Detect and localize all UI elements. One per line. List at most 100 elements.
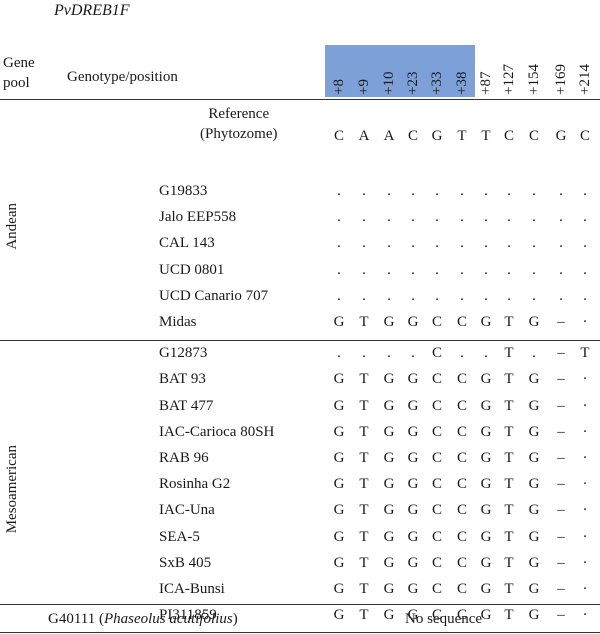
genotype-base: .: [337, 287, 341, 304]
genotype-base: G: [528, 528, 540, 545]
genotype-base: ·: [582, 528, 588, 545]
genotype-base: .: [460, 345, 464, 362]
genotype-base: .: [460, 287, 464, 304]
genotype-base: –: [557, 607, 565, 624]
genotype-base: .: [337, 235, 341, 252]
reference-base: C: [579, 128, 590, 144]
genotype-base: T: [359, 528, 369, 545]
genotype-base: –: [557, 345, 565, 362]
genotype-base: G: [528, 607, 540, 624]
genotype-base: T: [504, 345, 514, 362]
group-divider: [0, 340, 600, 342]
genotype-base: G: [383, 554, 395, 571]
genotype-base: .: [532, 345, 536, 362]
genotype-base: G: [480, 371, 492, 388]
genotype-base: ·: [582, 450, 588, 466]
genotype-base: .: [387, 209, 391, 226]
genotype-base: .: [362, 261, 366, 278]
reference-base: C: [528, 128, 539, 144]
genotype-base: C: [431, 554, 442, 571]
genotype-name: SEA-5: [159, 528, 200, 545]
genotype-base: G: [383, 423, 395, 440]
genotype-base: .: [559, 235, 563, 252]
genotype-base: .: [460, 183, 464, 199]
genotype-base: T: [504, 607, 514, 624]
reference-base: T: [481, 128, 491, 144]
genotype-base: T: [504, 528, 514, 545]
genotype-base: .: [337, 345, 341, 362]
genotype-base: G: [383, 314, 395, 330]
genotype-base: G: [480, 450, 492, 466]
genotype-base: T: [580, 345, 590, 362]
genotype-base: .: [484, 235, 488, 252]
genotype-base: T: [359, 502, 369, 519]
genotype-base: C: [431, 502, 442, 519]
genotype-base: T: [504, 554, 514, 571]
genotype-position-header: Genotype/position: [67, 69, 178, 85]
genotype-base: .: [532, 261, 536, 278]
gene-pool-header-line1: Gene: [3, 55, 35, 71]
reference-label-line2: (Phytozome): [200, 126, 278, 142]
genotype-base: C: [431, 397, 442, 414]
genotype-base: ·: [582, 607, 588, 624]
genotype-base: C: [456, 502, 467, 519]
genotype-base: .: [362, 235, 366, 252]
genotype-base: .: [435, 209, 439, 226]
genotype-base: G: [407, 397, 419, 414]
genotype-base: G: [407, 581, 419, 597]
genotype-base: C: [456, 554, 467, 571]
genotype-base: .: [559, 287, 563, 304]
genotype-base: .: [460, 235, 464, 252]
genotype-base: T: [359, 581, 369, 597]
gene-pool-label: Mesoamerican: [4, 445, 20, 534]
genotype-base: T: [359, 314, 369, 330]
genotype-base: .: [435, 261, 439, 278]
genotype-base: C: [456, 450, 467, 466]
genotype-base: G: [528, 554, 540, 571]
genotype-base: G: [383, 397, 395, 414]
gene-pool-header: Gene pool: [3, 53, 35, 93]
genotype-base: ·: [582, 397, 588, 414]
genotype-base: G: [333, 397, 345, 414]
genotype-base: C: [431, 371, 442, 388]
genotype-base: T: [504, 423, 514, 440]
outgroup-genotype: G40111 (Phaseolus acutifolius): [48, 611, 238, 627]
genotype-base: C: [431, 314, 442, 330]
genotype-base: .: [387, 345, 391, 362]
genotype-base: G: [407, 314, 419, 330]
genotype-base: G: [528, 450, 540, 466]
genotype-base: –: [557, 423, 565, 440]
genotype-base: .: [460, 261, 464, 278]
genotype-base: G: [480, 476, 492, 493]
reference-base: G: [555, 128, 567, 144]
position-header: +33: [429, 71, 445, 95]
genotype-base: .: [435, 183, 439, 199]
genotype-base: G: [407, 607, 419, 624]
genotype-base: –: [557, 528, 565, 545]
position-header: +154: [526, 64, 542, 95]
genotype-base: T: [504, 581, 514, 597]
genotype-base: .: [507, 287, 511, 304]
genotype-base: G: [480, 314, 492, 330]
genotype-name: IAC-Carioca 80SH: [159, 423, 275, 440]
genotype-base: G: [333, 502, 345, 519]
genotype-base: .: [507, 261, 511, 278]
genotype-base: T: [504, 450, 514, 466]
genotype-base: C: [456, 423, 467, 440]
genotype-base: T: [504, 314, 514, 330]
genotype-base: .: [362, 209, 366, 226]
genotype-base: .: [362, 345, 366, 362]
genotype-base: G: [528, 423, 540, 440]
genotype-base: .: [484, 345, 488, 362]
genotype-base: C: [456, 607, 467, 624]
genotype-base: .: [387, 235, 391, 252]
genotype-base: C: [431, 476, 442, 493]
highlighted-positions-band: [325, 45, 475, 97]
genotype-base: C: [456, 314, 467, 330]
genotype-base: T: [359, 476, 369, 493]
genotype-base: C: [431, 345, 442, 362]
genotype-base: .: [583, 183, 587, 199]
genotype-base: G: [528, 502, 540, 519]
genotype-base: G: [528, 371, 540, 388]
genotype-base: G: [333, 581, 345, 597]
